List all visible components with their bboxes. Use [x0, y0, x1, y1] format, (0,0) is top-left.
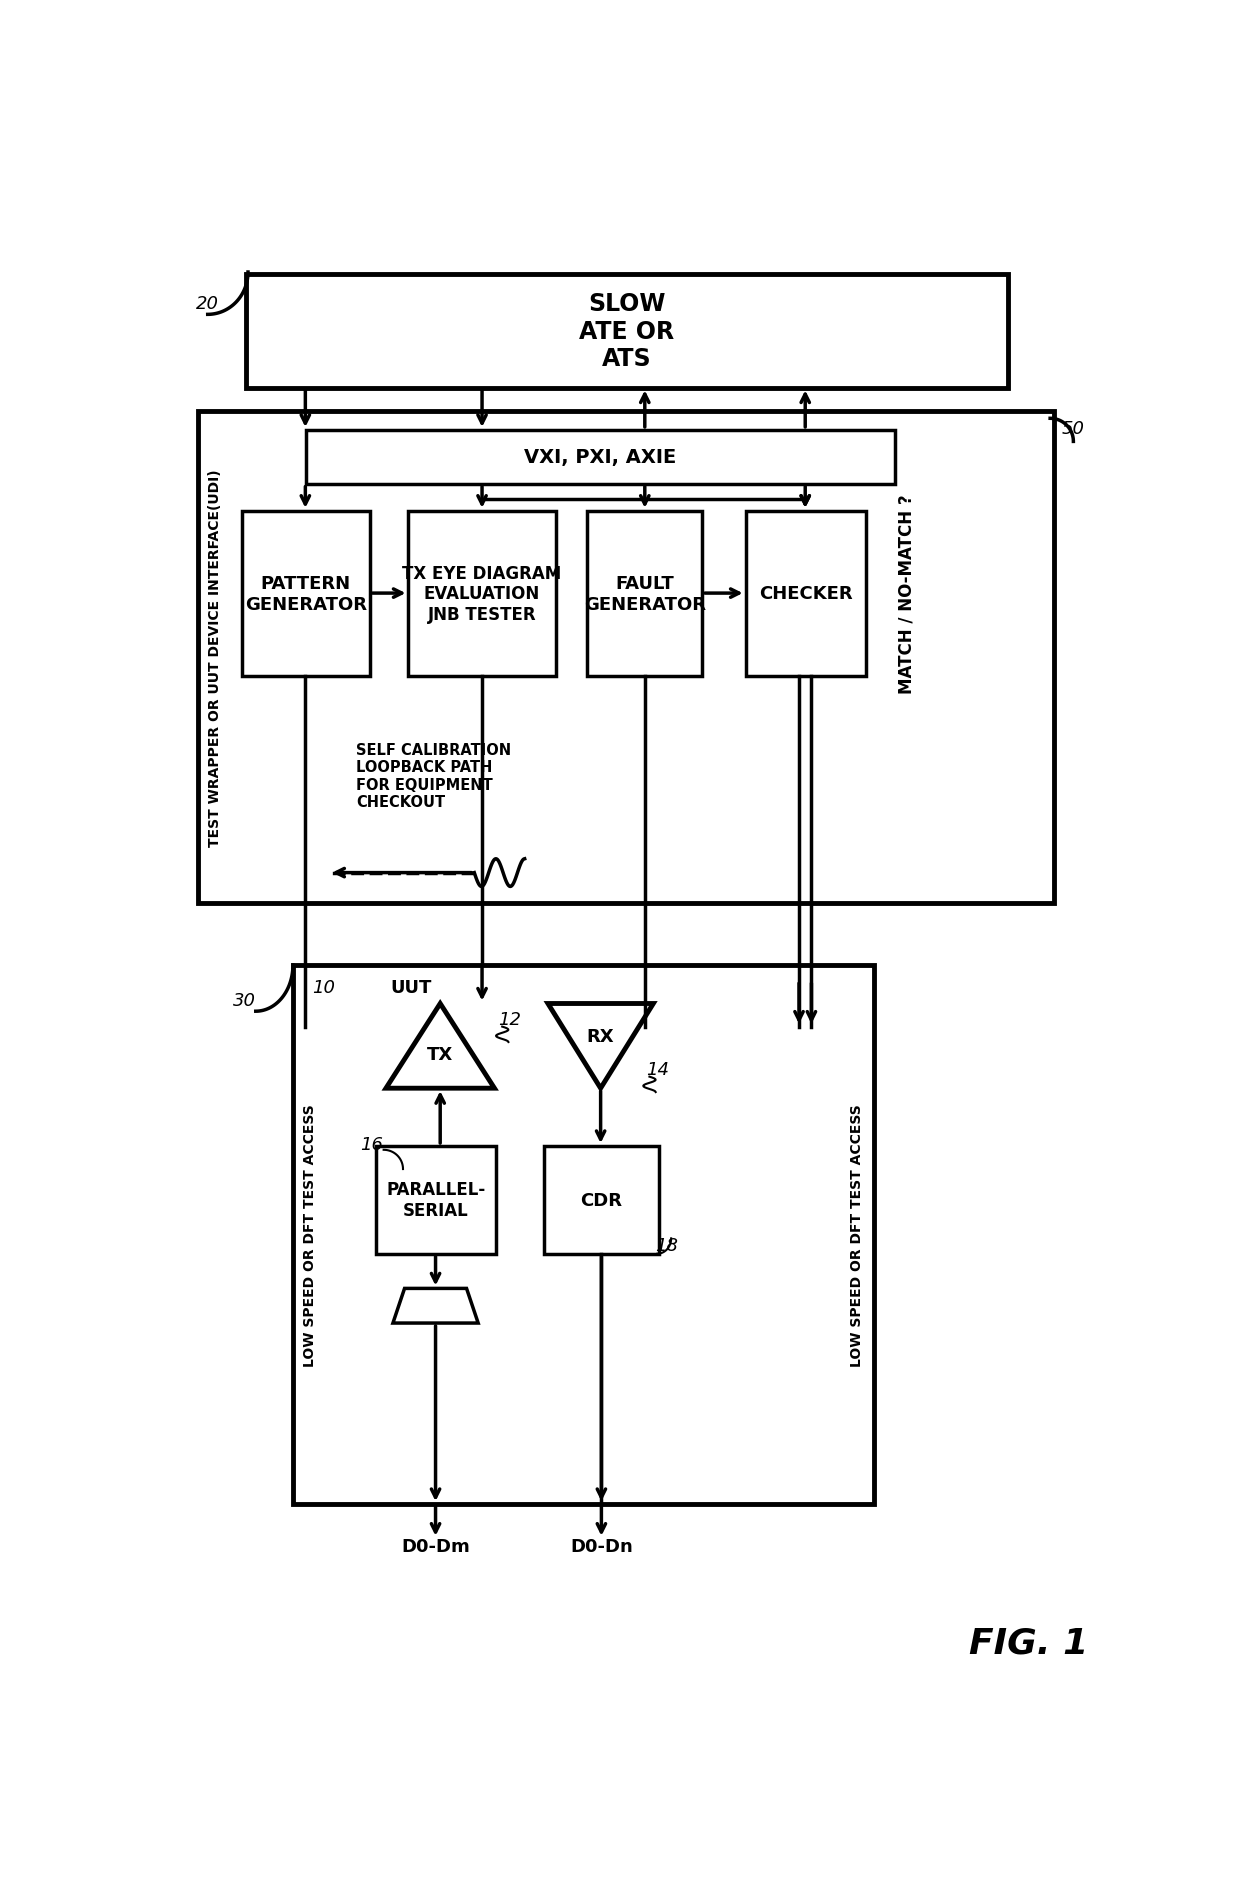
- Bar: [197, 412, 1054, 905]
- Text: PARALLEL-
SERIAL: PARALLEL- SERIAL: [387, 1181, 486, 1220]
- Text: CDR: CDR: [580, 1192, 622, 1209]
- Text: LOW SPEED OR DFT TEST ACCESS: LOW SPEED OR DFT TEST ACCESS: [851, 1103, 864, 1366]
- Text: SLOW
ATE OR
ATS: SLOW ATE OR ATS: [579, 291, 675, 370]
- Text: 10: 10: [312, 979, 336, 996]
- Text: 16: 16: [361, 1135, 383, 1152]
- Bar: [408, 512, 556, 676]
- Bar: [293, 965, 874, 1504]
- Text: TX EYE DIAGRAM
EVALUATION
JNB TESTER: TX EYE DIAGRAM EVALUATION JNB TESTER: [403, 565, 562, 623]
- Bar: [376, 1147, 496, 1254]
- Text: RX: RX: [587, 1028, 615, 1045]
- Bar: [242, 512, 370, 676]
- Text: TEST WRAPPER OR UUT DEVICE INTERFACE(UDI): TEST WRAPPER OR UUT DEVICE INTERFACE(UDI…: [207, 468, 222, 846]
- Text: MATCH / NO-MATCH ?: MATCH / NO-MATCH ?: [898, 495, 916, 693]
- Bar: [544, 1147, 658, 1254]
- Text: 12: 12: [498, 1011, 522, 1028]
- Text: 18: 18: [655, 1235, 678, 1254]
- Text: FAULT
GENERATOR: FAULT GENERATOR: [584, 574, 706, 614]
- Text: CHECKER: CHECKER: [759, 586, 852, 603]
- Text: 50: 50: [1061, 419, 1085, 438]
- Text: VXI, PXI, AXIE: VXI, PXI, AXIE: [525, 448, 677, 467]
- Bar: [745, 512, 866, 676]
- Text: SELF CALIBRATION
LOOPBACK PATH
FOR EQUIPMENT
CHECKOUT: SELF CALIBRATION LOOPBACK PATH FOR EQUIP…: [357, 742, 512, 810]
- Text: 20: 20: [196, 295, 219, 314]
- Text: 30: 30: [233, 992, 255, 1009]
- Text: D0-Dn: D0-Dn: [570, 1538, 632, 1555]
- Text: TX: TX: [427, 1047, 454, 1064]
- Bar: [306, 431, 895, 484]
- Text: LOW SPEED OR DFT TEST ACCESS: LOW SPEED OR DFT TEST ACCESS: [303, 1103, 317, 1366]
- Text: UUT: UUT: [391, 979, 432, 996]
- Text: FIG. 1: FIG. 1: [968, 1626, 1087, 1660]
- Text: D0-Dm: D0-Dm: [402, 1538, 470, 1555]
- Bar: [588, 512, 702, 676]
- Text: 14: 14: [646, 1060, 668, 1079]
- Bar: [247, 274, 1007, 389]
- Text: PATTERN
GENERATOR: PATTERN GENERATOR: [244, 574, 367, 614]
